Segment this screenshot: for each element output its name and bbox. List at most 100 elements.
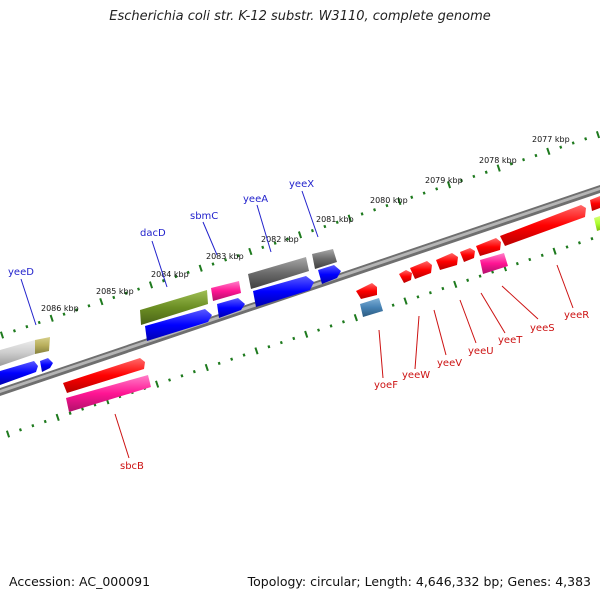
- leader-sbcB: [114, 413, 130, 459]
- ruler-tick: [360, 212, 364, 216]
- gene-label-yeeW: yeeW: [402, 370, 430, 381]
- ruler-tick: [297, 231, 303, 239]
- ruler-tick: [310, 228, 314, 233]
- gene-yeeV-arrow: [410, 261, 432, 279]
- genome-title: Escherichia coli str. K-12 substr. W3110…: [109, 9, 491, 24]
- ruler-tick: [329, 324, 333, 328]
- ruler-tick: [397, 197, 402, 206]
- gene-yeeX-arrow: [318, 265, 341, 284]
- ruler-tick: [422, 191, 426, 195]
- leader-yeeW: [414, 315, 420, 370]
- ruler-tick: [0, 331, 5, 339]
- upper-features: [0, 249, 341, 385]
- ruler-tick: [31, 424, 35, 428]
- ruler-tick: [595, 130, 600, 139]
- leader-yeeX: [301, 190, 319, 238]
- ruler-tick: [466, 278, 470, 282]
- ruler-label-2082: 2082 kbp: [261, 235, 299, 244]
- ruler-tick: [435, 187, 439, 191]
- ruler-tick: [224, 258, 228, 262]
- gene-label-yeeA: yeeA: [243, 194, 268, 205]
- leader-dacD: [151, 240, 168, 288]
- ruler-tick: [347, 214, 352, 222]
- gene-label-dacD: dacD: [140, 228, 166, 239]
- ruler-tick: [552, 247, 557, 255]
- ruler-tick: [373, 208, 377, 212]
- gene-label-yeeD: yeeD: [8, 267, 34, 278]
- gene-yoeF-arrow: [356, 283, 377, 299]
- ruler-tick: [37, 320, 41, 325]
- ruler-tick: [391, 303, 395, 307]
- ruler-tick: [353, 313, 358, 322]
- ruler-label-2085: 2085 kbp: [96, 287, 134, 296]
- ruler-tick: [478, 274, 482, 278]
- ruler-tick: [509, 162, 513, 166]
- leader-sbmC: [202, 221, 218, 256]
- ruler-tick: [410, 195, 414, 199]
- gene-sbmC-arrow: [217, 298, 245, 318]
- ruler-tick: [148, 281, 154, 289]
- ruler-label-2079: 2079 kbp: [425, 176, 463, 185]
- ruler-upper: [0, 130, 600, 339]
- upper-gene-labels: yeeX yeeA sbmC dacD yeeD: [8, 179, 319, 326]
- gene-label-sbmC: sbmC: [190, 211, 218, 222]
- ruler-tick: [571, 141, 575, 145]
- ruler-tick: [577, 241, 581, 245]
- gene-yeeU-arrow: [436, 253, 458, 270]
- leader-yeeV: [433, 309, 447, 356]
- ruler-tick: [161, 279, 165, 283]
- gene-yoeF-bar: [360, 298, 383, 317]
- leader-yeeT: [480, 292, 506, 334]
- ruler-tick: [68, 411, 72, 415]
- ruler-tick: [273, 241, 277, 245]
- ruler-tick: [186, 270, 190, 275]
- ruler-tick: [584, 137, 588, 141]
- ruler-tick: [323, 224, 327, 229]
- gene-label-yeeX: yeeX: [289, 179, 314, 190]
- ruler-tick: [81, 407, 85, 411]
- ruler-tick: [25, 324, 29, 329]
- ruler-tick: [248, 247, 253, 256]
- leader-yoeF: [378, 329, 384, 379]
- ruler-label-2078: 2078 kbp: [479, 156, 517, 165]
- gene-yeeD-olive: [35, 337, 50, 354]
- ruler-tick: [49, 314, 54, 322]
- lower-gene-labels: yoeF yeeW yeeV yeeU yeeT yeeS yeeR sbcB: [114, 264, 589, 472]
- ruler-tick: [99, 297, 104, 306]
- ruler-tick: [261, 245, 265, 250]
- genome-stats: Topology: circular; Length: 4,646,332 bp…: [247, 574, 591, 589]
- ruler-label-2083: 2083 kbp: [206, 252, 244, 261]
- gene-yeeR-arrow: [500, 205, 586, 246]
- ruler-tick: [12, 329, 16, 333]
- ruler-tick: [341, 320, 345, 324]
- gene-label-yoeF: yoeF: [374, 380, 398, 391]
- ruler-tick: [441, 286, 445, 291]
- ruler-tick: [522, 158, 526, 162]
- gene-label-yeeT: yeeT: [498, 335, 523, 346]
- ruler-tick: [137, 287, 141, 291]
- ruler-tick: [403, 297, 408, 305]
- ruler-tick: [385, 203, 389, 208]
- leader-yeeR: [556, 264, 574, 309]
- ruler-tick: [472, 174, 476, 179]
- ruler-tick: [546, 147, 551, 156]
- ruler-tick: [528, 257, 532, 262]
- lower-features: [63, 196, 600, 412]
- gene-yeeD-light: [0, 340, 35, 366]
- ruler-label-2077: 2077 kbp: [532, 135, 570, 144]
- ruler-tick: [496, 164, 501, 172]
- ruler-tick: [559, 145, 563, 149]
- ruler-label-2086: 2086 kbp: [41, 304, 79, 313]
- gene-dacD-bar: [140, 290, 208, 325]
- ruler-tick: [534, 153, 538, 158]
- gene-sbmC-bar: [211, 281, 241, 301]
- ruler-tick: [124, 291, 128, 295]
- ruler-tick: [87, 304, 91, 308]
- ruler-label-2084: 2084 kbp: [151, 270, 189, 279]
- ruler-tick: [484, 170, 488, 174]
- ruler-tick: [304, 330, 309, 338]
- gene-sbcB-bar: [66, 375, 151, 412]
- ruler-label-2081: 2081 kbp: [316, 215, 354, 224]
- ruler-tick: [428, 291, 432, 295]
